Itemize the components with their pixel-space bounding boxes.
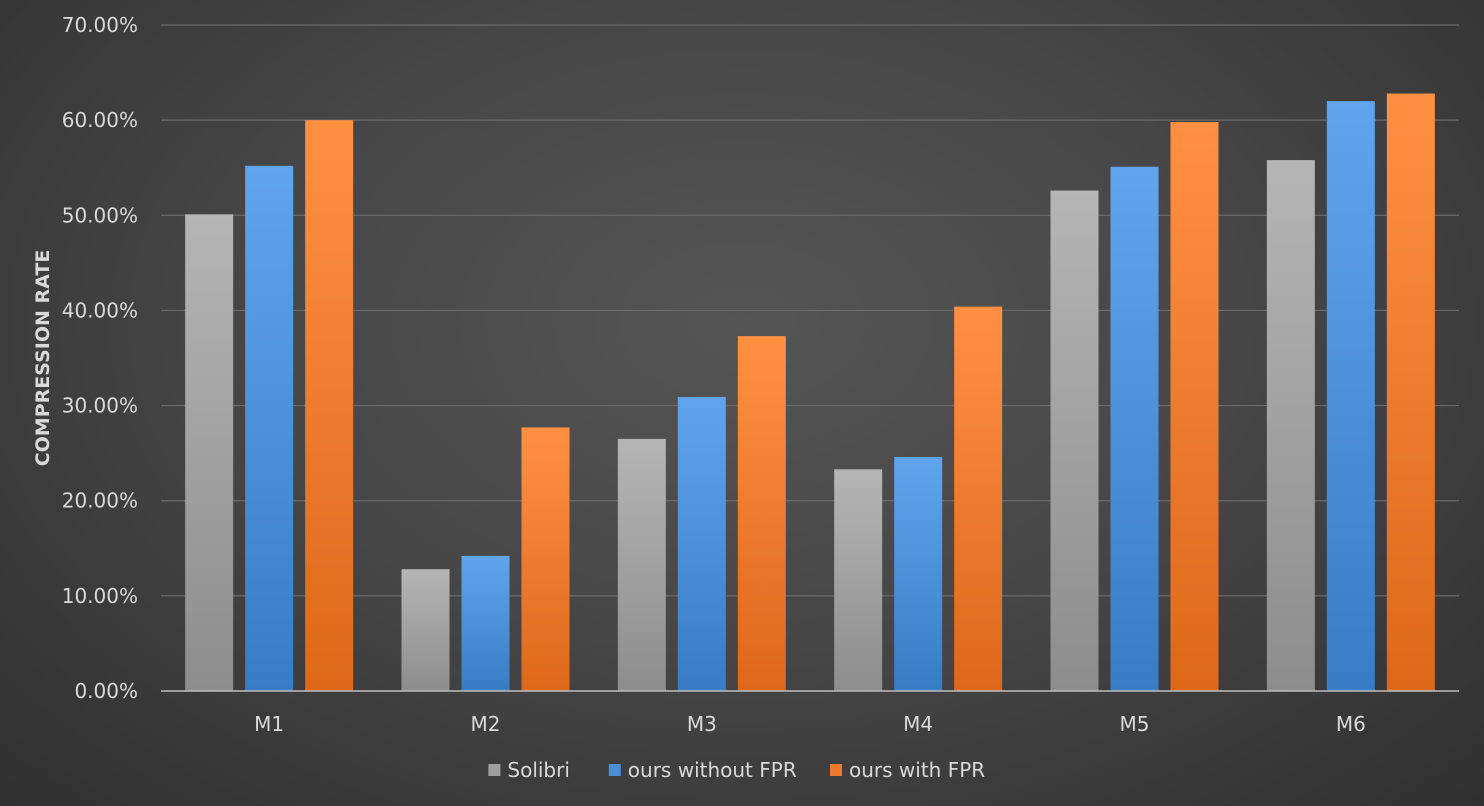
gridlines [161, 24, 1459, 597]
bar-m5-series-3 [1170, 122, 1219, 691]
y-tick-label: 10.00% [62, 584, 138, 608]
bar-m3-series-3 [737, 336, 786, 691]
bar-m3-series-1 [617, 438, 666, 691]
x-tick-label: M4 [903, 712, 933, 736]
bar-m2-series-3 [521, 427, 570, 691]
y-axis-tick-labels: 0.00% 10.00% 20.00% 30.00% 40.00% 50.00% 60.00… [62, 13, 138, 703]
y-axis-title: COMPRESSION RATE [32, 250, 54, 467]
bar-m1-series-2 [245, 165, 294, 692]
y-tick-label: 40.00% [62, 298, 138, 322]
legend-swatch [830, 764, 842, 776]
y-tick-label: 30.00% [62, 394, 138, 418]
legend-swatch [608, 764, 621, 776]
bar-m4-series-2 [894, 456, 943, 691]
x-tick-label: M6 [1336, 712, 1366, 736]
bar-m5-series-2 [1110, 166, 1159, 691]
x-tick-label: M3 [687, 712, 717, 736]
x-tick-label: M1 [254, 712, 284, 736]
bar-m6-series-1 [1266, 160, 1315, 692]
bar-m1-series-3 [305, 120, 354, 691]
bar-m2-series-1 [401, 569, 450, 691]
y-tick-label: 20.00% [62, 489, 138, 513]
legend-label: ours without FPR [628, 758, 797, 782]
y-tick-label: 0.00% [74, 679, 138, 703]
x-tick-label: M2 [471, 712, 501, 736]
x-tick-label: M5 [1120, 712, 1150, 736]
y-tick-label: 70.00% [62, 13, 138, 37]
y-tick-label: 50.00% [62, 203, 138, 227]
legend-label: Solibri [507, 758, 570, 782]
legend: Solibri ours without FPR ours with FPR [488, 758, 985, 782]
bar-m1-series-1 [185, 214, 234, 691]
bar-m4-series-1 [834, 469, 883, 691]
legend-swatch [488, 764, 501, 776]
legend-label: ours with FPR [849, 758, 985, 782]
bars [185, 93, 1435, 692]
bar-m6-series-3 [1386, 93, 1435, 691]
bar-m5-series-1 [1050, 190, 1099, 691]
bar-m2-series-2 [461, 555, 510, 691]
x-axis-tick-labels: M1 M2 M3 M4 M5 M6 [254, 712, 1366, 736]
y-tick-label: 60.00% [62, 108, 138, 132]
bar-m4-series-3 [954, 306, 1003, 691]
bar-m3-series-2 [677, 397, 726, 691]
bar-m6-series-2 [1326, 101, 1375, 692]
